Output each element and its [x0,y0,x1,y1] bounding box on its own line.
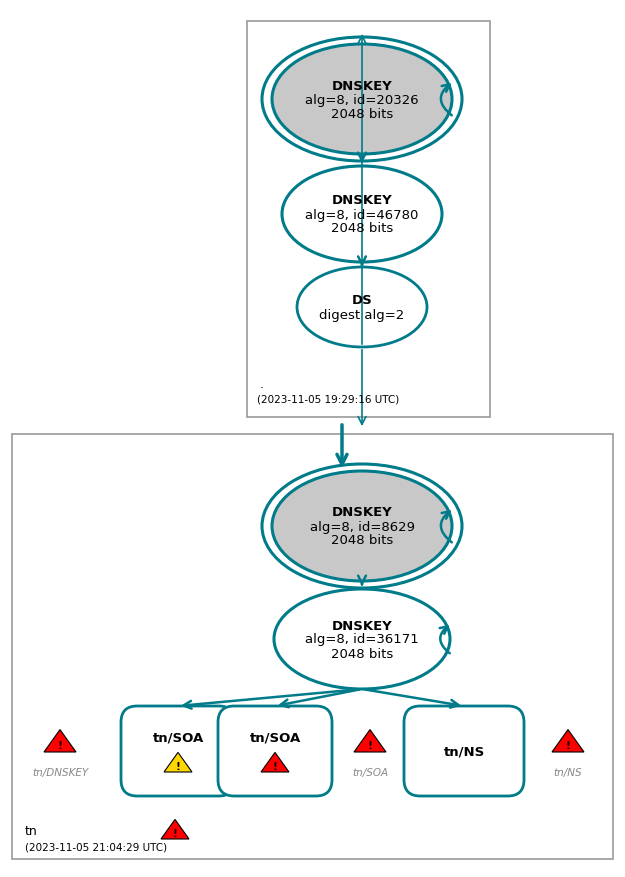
Ellipse shape [274,589,450,689]
Text: !: ! [272,761,278,771]
Text: .: . [260,378,264,391]
Text: tn: tn [25,824,38,838]
FancyBboxPatch shape [404,706,524,796]
Text: !: ! [58,740,63,750]
Text: tn/SOA: tn/SOA [152,731,204,744]
Ellipse shape [282,167,442,263]
Text: 2048 bits: 2048 bits [331,534,393,547]
Text: alg=8, id=46780: alg=8, id=46780 [306,208,419,221]
Text: DNSKEY: DNSKEY [332,619,392,631]
Bar [12,434,613,859]
Polygon shape [164,752,192,772]
Ellipse shape [272,472,452,581]
Polygon shape [44,730,76,752]
Text: alg=8, id=8629: alg=8, id=8629 [309,520,414,533]
Text: !: ! [173,828,178,838]
Polygon shape [552,730,584,752]
Text: tn/SOA: tn/SOA [352,767,388,777]
Text: !: ! [368,740,372,750]
Polygon shape [354,730,386,752]
Text: alg=8, id=20326: alg=8, id=20326 [305,93,419,106]
Ellipse shape [297,267,427,347]
Text: !: ! [176,761,181,771]
Text: tn/NS: tn/NS [554,767,582,777]
Text: digest alg=2: digest alg=2 [319,308,404,321]
Text: 2048 bits: 2048 bits [331,646,393,660]
Polygon shape [261,752,289,772]
Text: tn/NS: tn/NS [443,745,484,758]
FancyBboxPatch shape [218,706,332,796]
Text: DS: DS [352,294,372,307]
Ellipse shape [272,45,452,155]
Text: 2048 bits: 2048 bits [331,222,393,235]
FancyBboxPatch shape [121,706,235,796]
Text: DNSKEY: DNSKEY [332,195,392,207]
Polygon shape [161,819,189,839]
Text: tn/SOA: tn/SOA [249,731,301,744]
Text: tn/DNSKEY: tn/DNSKEY [32,767,88,777]
Bar [247,22,490,417]
Text: (2023-11-05 19:29:16 UTC): (2023-11-05 19:29:16 UTC) [257,395,399,404]
Text: DNSKEY: DNSKEY [332,506,392,519]
Text: (2023-11-05 21:04:29 UTC): (2023-11-05 21:04:29 UTC) [25,842,167,852]
Text: 2048 bits: 2048 bits [331,107,393,120]
Text: alg=8, id=36171: alg=8, id=36171 [305,633,419,645]
Text: DNSKEY: DNSKEY [332,80,392,92]
Text: !: ! [566,740,571,750]
